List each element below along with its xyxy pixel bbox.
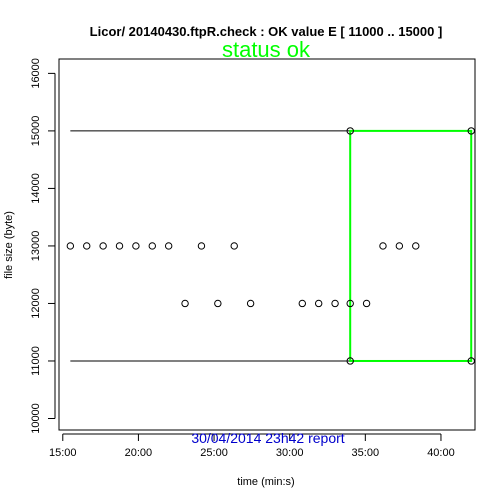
data-point — [181, 299, 189, 308]
x-axis-label: time (min:s) — [237, 476, 294, 488]
y-tick-label: 11000 — [30, 346, 42, 376]
data-point — [314, 299, 323, 308]
data-point — [467, 357, 475, 365]
highlight-box — [349, 129, 473, 362]
data-point — [346, 127, 354, 135]
y-axis: 10000 11000 12000 13000 14000 15000 16000 — [30, 58, 56, 434]
data-point — [412, 242, 420, 250]
y-tick-label: 16000 — [30, 58, 42, 89]
data-point — [395, 242, 404, 250]
data-point — [362, 299, 371, 308]
data-point — [346, 357, 354, 365]
x-axis: 15:00 20:00 25:00 30:00 35:00 40:00 — [49, 433, 455, 459]
data-point — [214, 299, 222, 308]
data-point — [331, 299, 339, 308]
data-point — [246, 299, 255, 308]
data-point — [346, 299, 354, 308]
x-tick-label: 25:00 — [200, 447, 228, 459]
data-point — [132, 242, 140, 250]
y-tick-label: 10000 — [30, 403, 42, 434]
y-tick-label: 12000 — [30, 288, 42, 319]
data-point — [467, 127, 475, 135]
x-tick-label: 35:00 — [352, 447, 380, 459]
data-point — [148, 242, 156, 250]
x-tick-label: 20:00 — [125, 447, 153, 459]
bounds-layer — [70, 130, 472, 362]
chart-title: Licor/ 20140430.ftpR.check : OK value E … — [90, 24, 443, 39]
data-point — [99, 242, 107, 250]
x-tick-label: 40:00 — [427, 447, 455, 459]
x-tick-label: 15:00 — [49, 447, 77, 459]
data-point — [298, 299, 306, 308]
report-text: 30/04/2014 23h42 report — [191, 430, 344, 446]
data-point — [379, 242, 387, 250]
y-tick-label: 15000 — [30, 116, 42, 147]
data-point — [83, 242, 91, 250]
data-point — [164, 242, 173, 250]
y-axis-label: file size (byte) — [3, 211, 15, 279]
data-point — [115, 242, 124, 250]
status-text: status ok — [222, 37, 311, 62]
x-tick-label: 30:00 — [276, 447, 304, 459]
highlight-layer — [349, 129, 473, 362]
data-point — [66, 242, 75, 250]
plot-frame — [58, 58, 476, 431]
data-point — [230, 242, 238, 250]
y-tick-label: 13000 — [30, 231, 42, 262]
data-point — [197, 242, 206, 250]
points-layer — [66, 127, 475, 365]
y-tick-label: 14000 — [30, 173, 42, 204]
